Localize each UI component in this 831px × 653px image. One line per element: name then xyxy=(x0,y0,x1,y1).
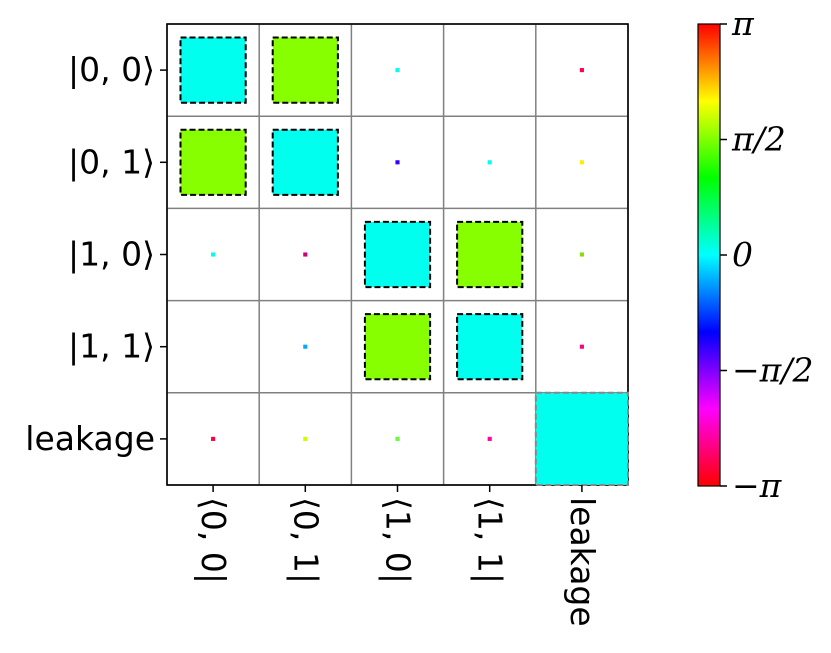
colorbar-label: π xyxy=(731,4,755,43)
hinton-square xyxy=(534,391,629,486)
column-label: ⟨1, 1| xyxy=(471,497,510,584)
hinton-square xyxy=(487,160,492,165)
hinton-square xyxy=(487,436,492,441)
hinton-square xyxy=(211,252,216,257)
hinton-square xyxy=(303,436,308,441)
cells xyxy=(179,36,629,486)
hinton-square xyxy=(395,68,400,73)
colorbar-label: π/2 xyxy=(731,120,786,159)
column-label: ⟨1, 0| xyxy=(379,497,418,584)
column-label: ⟨0, 1| xyxy=(286,497,325,584)
hinton-square xyxy=(211,436,216,441)
row-label: |0, 0⟩ xyxy=(68,50,155,89)
hinton-square xyxy=(395,160,400,165)
hinton-square xyxy=(363,220,432,289)
column-label: leakage xyxy=(563,497,602,627)
colorbar: π π/2 0 −π/2 −π xyxy=(697,4,813,505)
colorbar-label: 0 xyxy=(732,235,753,274)
hinton-square xyxy=(179,36,247,104)
row-label: |1, 1⟩ xyxy=(68,327,155,366)
column-labels: ⟨0, 0| ⟨0, 1| ⟨1, 0| ⟨1, 1| leakage xyxy=(194,485,602,627)
column-label: ⟨0, 0| xyxy=(194,497,233,584)
hinton-square xyxy=(363,313,432,381)
hinton-square xyxy=(395,436,400,441)
colorbar-label: −π/2 xyxy=(732,351,813,390)
hinton-square xyxy=(579,252,584,257)
hinton-square xyxy=(303,344,308,349)
colorbar-bar xyxy=(697,23,721,487)
row-labels: |0, 0⟩ |0, 1⟩ |1, 0⟩ |1, 1⟩ leakage xyxy=(25,50,167,458)
colorbar-label: −π xyxy=(732,466,783,505)
hinton-square xyxy=(579,160,584,165)
row-label: leakage xyxy=(25,419,155,458)
row-label: |1, 0⟩ xyxy=(68,235,155,274)
row-label: |0, 1⟩ xyxy=(68,142,155,181)
hinton-square xyxy=(456,313,524,381)
hinton-square xyxy=(303,252,308,257)
hinton-square xyxy=(179,128,247,196)
hinton-square xyxy=(271,36,339,104)
hinton-square xyxy=(579,344,584,349)
hinton-square xyxy=(579,68,584,73)
hinton-square xyxy=(456,220,524,289)
hinton-square xyxy=(271,128,339,196)
